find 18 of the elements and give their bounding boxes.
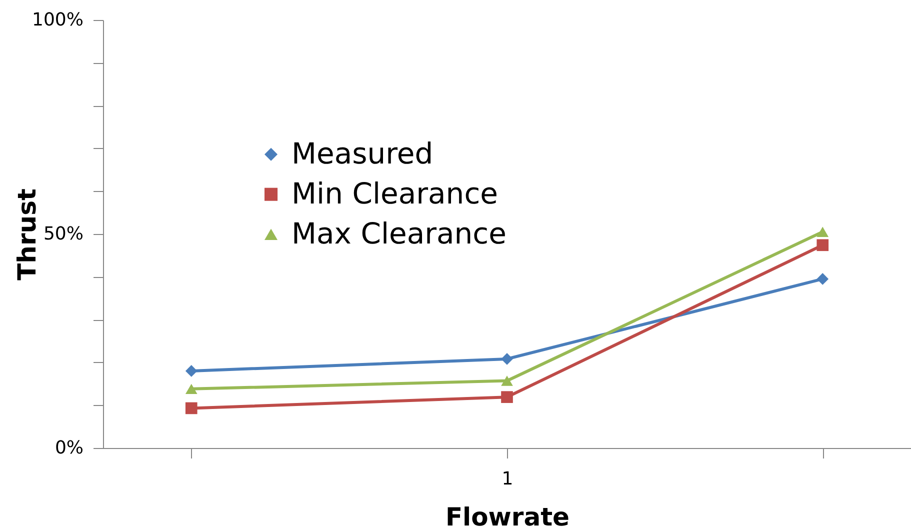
point: [816, 239, 829, 252]
y-axis-title: Thrust: [12, 188, 42, 280]
legend-label: Max Clearance: [292, 216, 506, 250]
y-tick-label: 0%: [54, 438, 84, 458]
point: [816, 226, 829, 237]
x-axis-title: Flowrate: [445, 502, 570, 529]
point: [185, 402, 198, 414]
point: [501, 376, 513, 386]
point: [816, 273, 829, 285]
legend-label: Measured: [292, 136, 434, 170]
y-tick-label: 100%: [32, 10, 84, 30]
legend-label: Min Clearance: [292, 176, 498, 210]
point: [501, 391, 513, 403]
y-tick-label: 50%: [43, 224, 84, 244]
x-tick-label: 1: [502, 468, 514, 490]
point: [501, 353, 513, 365]
point: [185, 384, 198, 394]
point: [185, 365, 198, 377]
